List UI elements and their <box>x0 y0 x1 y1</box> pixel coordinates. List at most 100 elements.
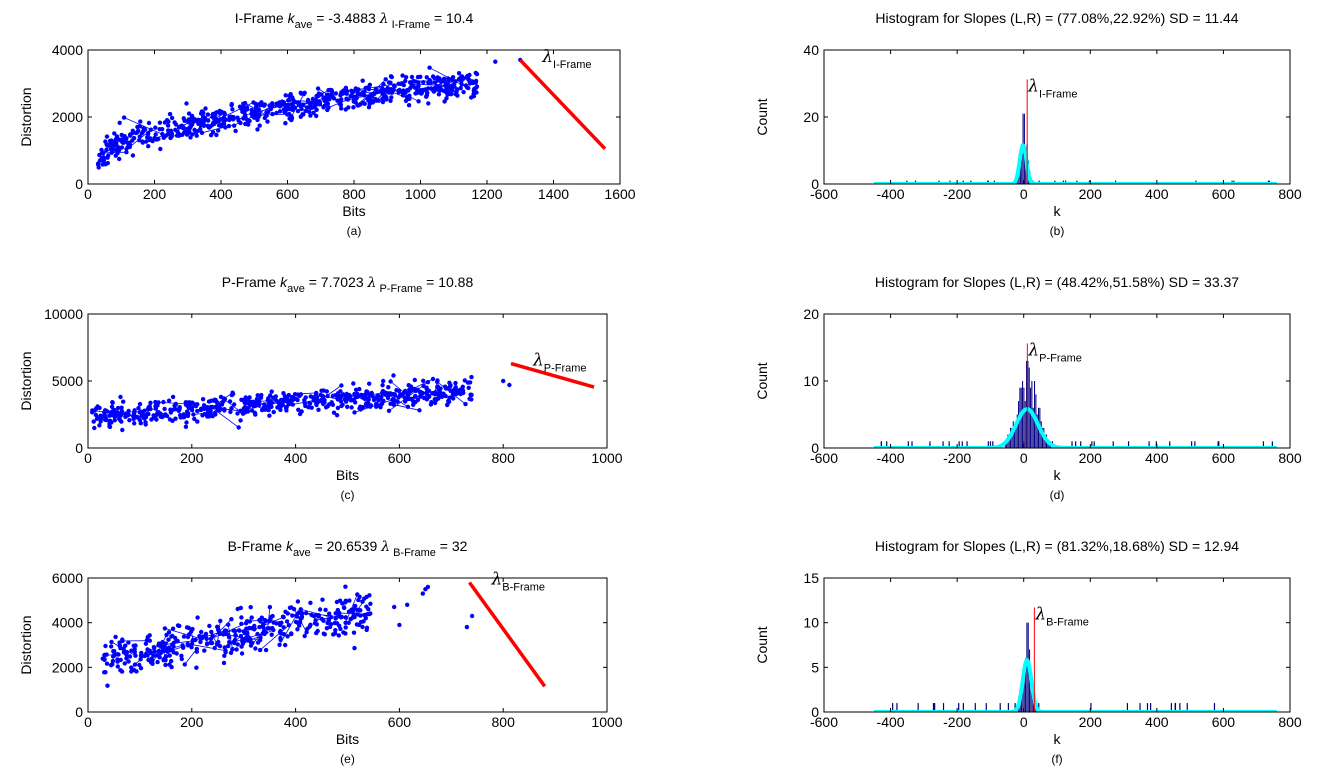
data-point <box>208 133 214 138</box>
data-point <box>117 643 123 649</box>
data-point <box>347 598 352 603</box>
data-point <box>229 406 234 411</box>
data-point <box>115 136 120 141</box>
data-point <box>208 408 213 413</box>
data-point <box>314 113 319 119</box>
data-point <box>326 617 331 622</box>
data-point <box>257 399 262 404</box>
data-point <box>195 615 200 620</box>
data-point <box>386 87 391 93</box>
data-point <box>435 78 440 83</box>
data-point <box>148 127 154 132</box>
data-point <box>299 106 304 112</box>
data-point <box>396 81 401 87</box>
x-tick-label: 0 <box>84 714 92 730</box>
data-point <box>443 82 448 88</box>
data-point <box>201 405 206 410</box>
data-point <box>403 78 408 84</box>
data-point <box>466 385 471 390</box>
data-point <box>405 96 410 102</box>
data-point <box>253 646 258 651</box>
data-point <box>103 139 108 144</box>
data-point <box>369 390 374 396</box>
histogram-bar <box>1006 441 1008 448</box>
y-tick-label: 6000 <box>52 570 83 586</box>
histogram-bar <box>1014 703 1016 712</box>
data-point <box>374 404 379 409</box>
histogram-bar <box>1090 703 1092 712</box>
data-point <box>282 394 288 399</box>
data-point <box>238 633 244 639</box>
x-tick-label: 1400 <box>538 186 569 202</box>
data-point <box>333 611 338 616</box>
data-point <box>209 640 214 646</box>
plot-area <box>872 79 1278 184</box>
data-point <box>230 107 235 112</box>
x-tick-label: 400 <box>284 450 308 466</box>
data-point <box>302 633 307 639</box>
histogram-bar <box>1026 622 1028 712</box>
data-point <box>277 621 282 626</box>
data-point <box>329 88 334 93</box>
data-point <box>360 78 365 83</box>
data-point <box>107 418 113 423</box>
x-tick-label: -600 <box>810 714 838 730</box>
y-tick-label: 2000 <box>52 109 83 125</box>
x-tick-label: 0 <box>1020 186 1028 202</box>
data-point <box>257 624 262 630</box>
data-point <box>112 649 117 654</box>
title-part: B-Frame <box>390 547 436 559</box>
data-point <box>403 75 409 80</box>
data-point <box>360 91 365 96</box>
x-tick-label: 400 <box>1145 186 1169 202</box>
data-point <box>210 111 216 117</box>
data-point <box>129 669 134 674</box>
data-point <box>143 641 149 646</box>
data-point <box>362 612 367 618</box>
data-point <box>137 134 142 139</box>
data-point <box>100 656 106 661</box>
data-point <box>473 78 479 84</box>
data-point <box>218 406 223 411</box>
histogram-bar <box>992 441 994 448</box>
data-point <box>119 145 125 150</box>
data-point <box>362 396 368 401</box>
histogram-bar <box>999 703 1001 712</box>
data-point <box>169 634 174 639</box>
data-point <box>284 619 290 624</box>
data-point <box>112 142 118 147</box>
data-point <box>319 616 325 622</box>
title-part: λ <box>380 539 390 555</box>
data-point <box>153 132 158 137</box>
data-point <box>325 393 330 399</box>
histogram-bar <box>1112 441 1114 448</box>
data-point <box>435 378 440 383</box>
data-point <box>456 71 462 76</box>
data-point <box>412 377 417 383</box>
data-point <box>121 399 126 404</box>
data-point <box>312 104 317 109</box>
data-point <box>198 126 203 132</box>
x-tick-label: -400 <box>877 186 905 202</box>
data-point <box>325 620 330 626</box>
data-point <box>299 409 304 414</box>
data-point <box>362 596 367 601</box>
data-point <box>217 643 223 649</box>
lambda-slope-line <box>468 581 547 688</box>
data-point <box>189 405 194 410</box>
data-point <box>105 155 110 160</box>
data-point <box>283 405 289 411</box>
data-point <box>132 647 137 652</box>
data-point <box>188 124 193 129</box>
data-point <box>424 75 429 80</box>
data-point <box>147 136 153 141</box>
data-point <box>236 425 241 430</box>
data-point <box>115 664 121 669</box>
data-point <box>345 404 350 409</box>
data-point <box>226 123 232 129</box>
data-point <box>210 414 215 419</box>
x-tick-label: 1600 <box>604 186 635 202</box>
data-point <box>370 100 376 105</box>
data-point <box>380 383 385 388</box>
data-point <box>420 591 425 596</box>
